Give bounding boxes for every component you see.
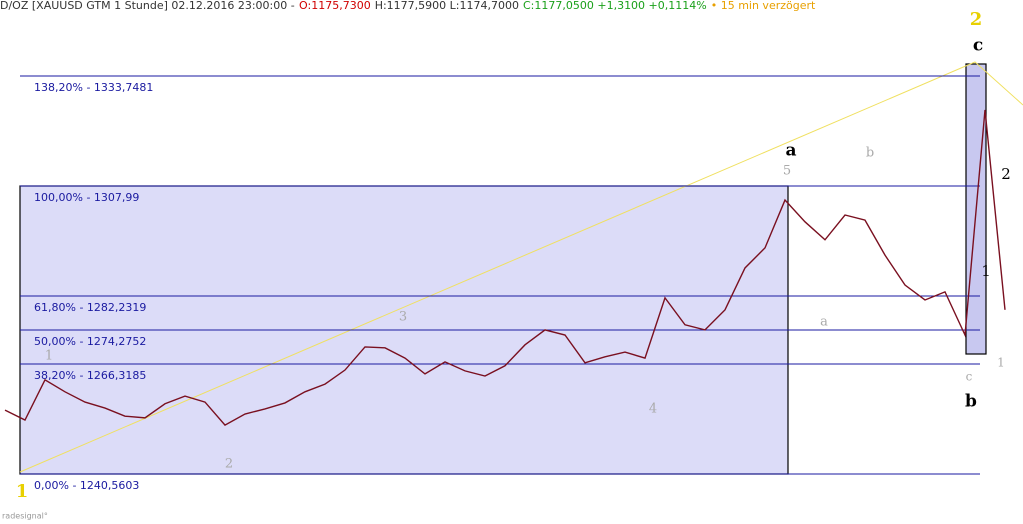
fib-label: 50,00% - 1274,2752	[34, 335, 146, 348]
wave-label: 1	[45, 349, 53, 364]
fib-label: 0,00% - 1240,5603	[34, 479, 139, 492]
wave-label: 3	[399, 310, 407, 325]
wave-label: 1	[997, 356, 1005, 370]
trend-line	[19, 61, 1023, 473]
wave-label: 4	[649, 402, 657, 417]
wave-label: c	[966, 370, 973, 384]
wave-label: 2	[225, 457, 233, 472]
wave-label: a	[785, 141, 796, 161]
price-line	[4, 109, 1006, 427]
fib-label: 38,20% - 1266,3185	[34, 369, 146, 382]
wave-label: 2	[970, 9, 983, 30]
wave-label: a	[820, 315, 828, 330]
fib-levels: 138,20% - 1333,7481 100,00% - 1307,99 61,8…	[20, 75, 980, 492]
wave-label: 1	[981, 262, 991, 280]
wave-label: c	[973, 36, 983, 56]
fib-label: 61,80% - 1282,2319	[34, 301, 146, 314]
header-part: C:1177,0500 +1,3100 +0,1114%	[523, 0, 707, 12]
wave-label: 1	[16, 481, 29, 502]
header: D/OZ [XAUUSD GTM 1 Stunde] 02.12.2016 23…	[0, 0, 816, 12]
header-part: D/OZ [XAUUSD GTM 1 Stunde] 02.12.2016 23…	[0, 0, 295, 12]
fib-label: 100,00% - 1307,99	[34, 191, 139, 204]
header-part: H:1177,5900 L:1174,7000	[375, 0, 519, 12]
header-part: O:1175,7300	[299, 0, 371, 12]
header-part: • 15 min verzögert	[711, 0, 816, 12]
wave-label: b	[866, 146, 874, 161]
wave-label: b	[965, 392, 977, 412]
wave-label: 2	[1001, 165, 1011, 183]
fib-label: 138,20% - 1333,7481	[34, 81, 153, 94]
wave-label: 5	[783, 164, 791, 179]
plot	[4, 109, 1006, 427]
logo: radesignal°	[2, 512, 48, 521]
